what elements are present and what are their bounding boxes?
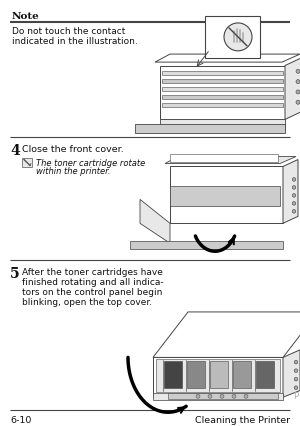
- Text: P: P: [293, 391, 298, 400]
- Text: The toner cartridge rotate: The toner cartridge rotate: [36, 158, 145, 167]
- Polygon shape: [285, 58, 300, 120]
- Polygon shape: [153, 312, 300, 357]
- Text: indicated in the illustration.: indicated in the illustration.: [12, 37, 138, 46]
- Polygon shape: [156, 360, 280, 391]
- Bar: [22, 158, 32, 168]
- Polygon shape: [153, 394, 283, 400]
- Text: Cleaning the Printer: Cleaning the Printer: [195, 415, 290, 424]
- Polygon shape: [162, 96, 283, 100]
- Text: 6-10: 6-10: [10, 415, 32, 424]
- Circle shape: [296, 81, 300, 84]
- Circle shape: [292, 210, 296, 214]
- Polygon shape: [153, 357, 283, 397]
- Bar: [256, 361, 274, 388]
- Text: Close the front cover.: Close the front cover.: [22, 144, 124, 153]
- Circle shape: [294, 369, 298, 373]
- Text: After the toner cartridges have: After the toner cartridges have: [22, 268, 163, 276]
- Polygon shape: [170, 154, 278, 162]
- Polygon shape: [162, 72, 283, 76]
- Text: 5: 5: [10, 267, 20, 281]
- Circle shape: [292, 178, 296, 182]
- Circle shape: [196, 394, 200, 398]
- Polygon shape: [168, 394, 278, 399]
- Circle shape: [294, 386, 298, 390]
- Polygon shape: [170, 167, 283, 224]
- Circle shape: [296, 70, 300, 74]
- Bar: [205, 17, 260, 59]
- Circle shape: [292, 194, 296, 198]
- Circle shape: [292, 202, 296, 206]
- Text: Note: Note: [12, 12, 40, 21]
- Circle shape: [296, 101, 300, 105]
- Polygon shape: [160, 120, 285, 130]
- Polygon shape: [283, 350, 300, 397]
- Text: blinking, open the top cover.: blinking, open the top cover.: [22, 297, 152, 306]
- Polygon shape: [130, 242, 283, 250]
- Polygon shape: [155, 55, 300, 63]
- Circle shape: [294, 360, 298, 364]
- Polygon shape: [160, 66, 285, 120]
- Polygon shape: [162, 80, 283, 84]
- Bar: [164, 361, 182, 388]
- Circle shape: [294, 377, 298, 381]
- Circle shape: [220, 394, 224, 398]
- Circle shape: [244, 394, 248, 398]
- Text: Do not touch the contact: Do not touch the contact: [12, 27, 125, 36]
- Text: 4: 4: [10, 143, 20, 157]
- Circle shape: [208, 394, 212, 398]
- Polygon shape: [140, 200, 170, 244]
- Text: within the printer.: within the printer.: [36, 167, 110, 176]
- Polygon shape: [165, 157, 296, 164]
- Polygon shape: [170, 187, 280, 207]
- Circle shape: [292, 186, 296, 190]
- Polygon shape: [283, 160, 298, 224]
- Polygon shape: [162, 88, 283, 92]
- Text: finished rotating and all indica-: finished rotating and all indica-: [22, 277, 164, 286]
- Polygon shape: [135, 125, 285, 134]
- Bar: [210, 361, 228, 388]
- Text: tors on the control panel begin: tors on the control panel begin: [22, 288, 162, 296]
- Bar: [233, 361, 251, 388]
- Polygon shape: [162, 104, 283, 108]
- Circle shape: [232, 394, 236, 398]
- Circle shape: [296, 91, 300, 95]
- Circle shape: [224, 24, 252, 52]
- Bar: [187, 361, 205, 388]
